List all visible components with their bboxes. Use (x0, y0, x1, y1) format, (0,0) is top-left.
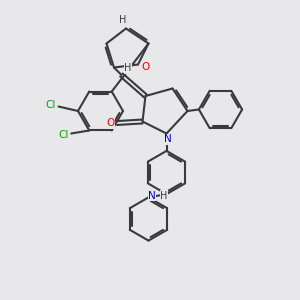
Text: H: H (160, 191, 168, 201)
Text: Cl: Cl (46, 100, 56, 110)
Text: N: N (148, 191, 156, 201)
Text: Cl: Cl (58, 130, 69, 140)
Text: H: H (119, 15, 127, 25)
Text: O: O (106, 118, 115, 128)
Text: N: N (164, 134, 171, 145)
Text: H: H (124, 63, 132, 74)
Text: O: O (141, 62, 150, 72)
